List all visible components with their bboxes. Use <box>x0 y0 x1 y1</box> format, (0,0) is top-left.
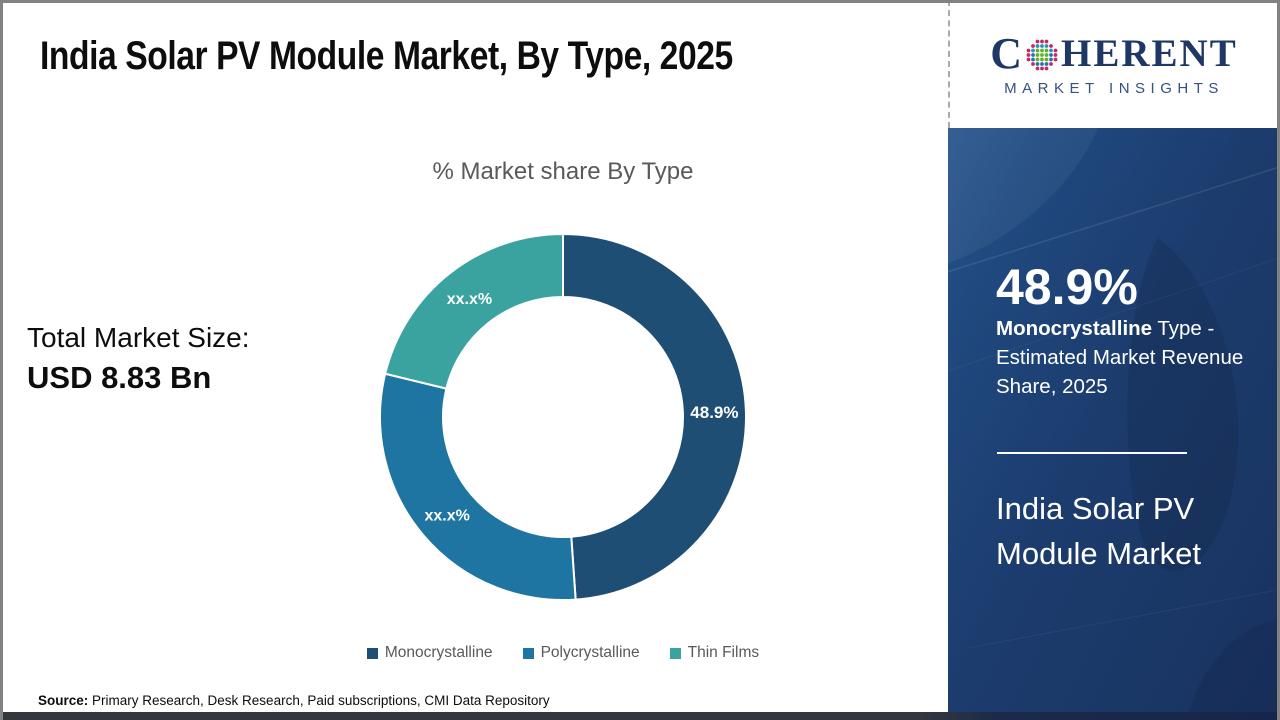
legend-label: Monocrystalline <box>384 644 493 661</box>
sidebar-stat-description: Monocrystalline Type - Estimated Market … <box>996 314 1246 401</box>
map-texture <box>948 128 1278 712</box>
donut-segment-monocrystalline <box>562 232 747 601</box>
brand-letter-c: C <box>990 28 1024 78</box>
sidebar-market-name: India Solar PV Module Market <box>996 486 1256 576</box>
legend-swatch <box>366 647 378 659</box>
source-text: Primary Research, Desk Research, Paid su… <box>88 693 550 708</box>
total-market-size-block: Total Market Size: USD 8.83 Bn <box>27 322 250 396</box>
brand-logo: C HERENT MARKET INSIGHTS <box>948 0 1278 128</box>
total-market-size-label: Total Market Size: <box>27 322 250 353</box>
slide-border-right <box>1277 0 1280 720</box>
source-line: Source: Primary Research, Desk Research,… <box>38 693 550 708</box>
donut-segment-thin-films <box>383 232 564 390</box>
sidebar-stat-value: 48.9% <box>996 259 1138 315</box>
legend-swatch <box>522 647 534 659</box>
chart-legend: Monocrystalline Polycrystalline Thin Films <box>283 644 843 662</box>
brand-letters-rest: HERENT <box>1061 32 1238 75</box>
market-name-line2: Module Market <box>996 536 1202 571</box>
brand-wordmark: C HERENT <box>990 28 1238 78</box>
legend-item: Thin Films <box>669 644 760 662</box>
source-label: Source: <box>38 693 89 708</box>
donut-label: 48.9% <box>690 403 738 422</box>
total-market-size-value: USD 8.83 Bn <box>27 360 212 395</box>
sidebar: 48.9% Monocrystalline Type - Estimated M… <box>948 128 1278 712</box>
brand-tagline: MARKET INSIGHTS <box>1004 79 1224 97</box>
sidebar-divider <box>997 452 1187 454</box>
slide-border-left <box>0 0 3 720</box>
donut-chart: 48.9% xx.x% xx.x% <box>373 227 753 607</box>
slide-border-top <box>0 0 1280 3</box>
market-name-line1: India Solar PV <box>996 491 1195 526</box>
legend-item: Monocrystalline <box>366 644 493 662</box>
sidebar-stat-rest: Type - Estimated Market Revenue Share, 2… <box>996 317 1244 398</box>
legend-label: Polycrystalline <box>540 644 640 661</box>
legend-label: Thin Films <box>687 644 760 661</box>
donut-label: xx.x% <box>424 508 469 525</box>
chart-title: % Market share By Type <box>432 158 694 185</box>
donut-label: xx.x% <box>447 291 492 308</box>
donut-segment-polycrystalline <box>379 372 577 601</box>
sidebar-stat-segment: Monocrystalline <box>996 317 1153 340</box>
globe-dots-icon <box>1026 39 1058 70</box>
page-title: India Solar PV Module Market, By Type, 2… <box>40 34 733 78</box>
slide-border-bottom <box>0 712 1280 720</box>
legend-item: Polycrystalline <box>522 644 640 662</box>
legend-swatch <box>669 647 681 659</box>
